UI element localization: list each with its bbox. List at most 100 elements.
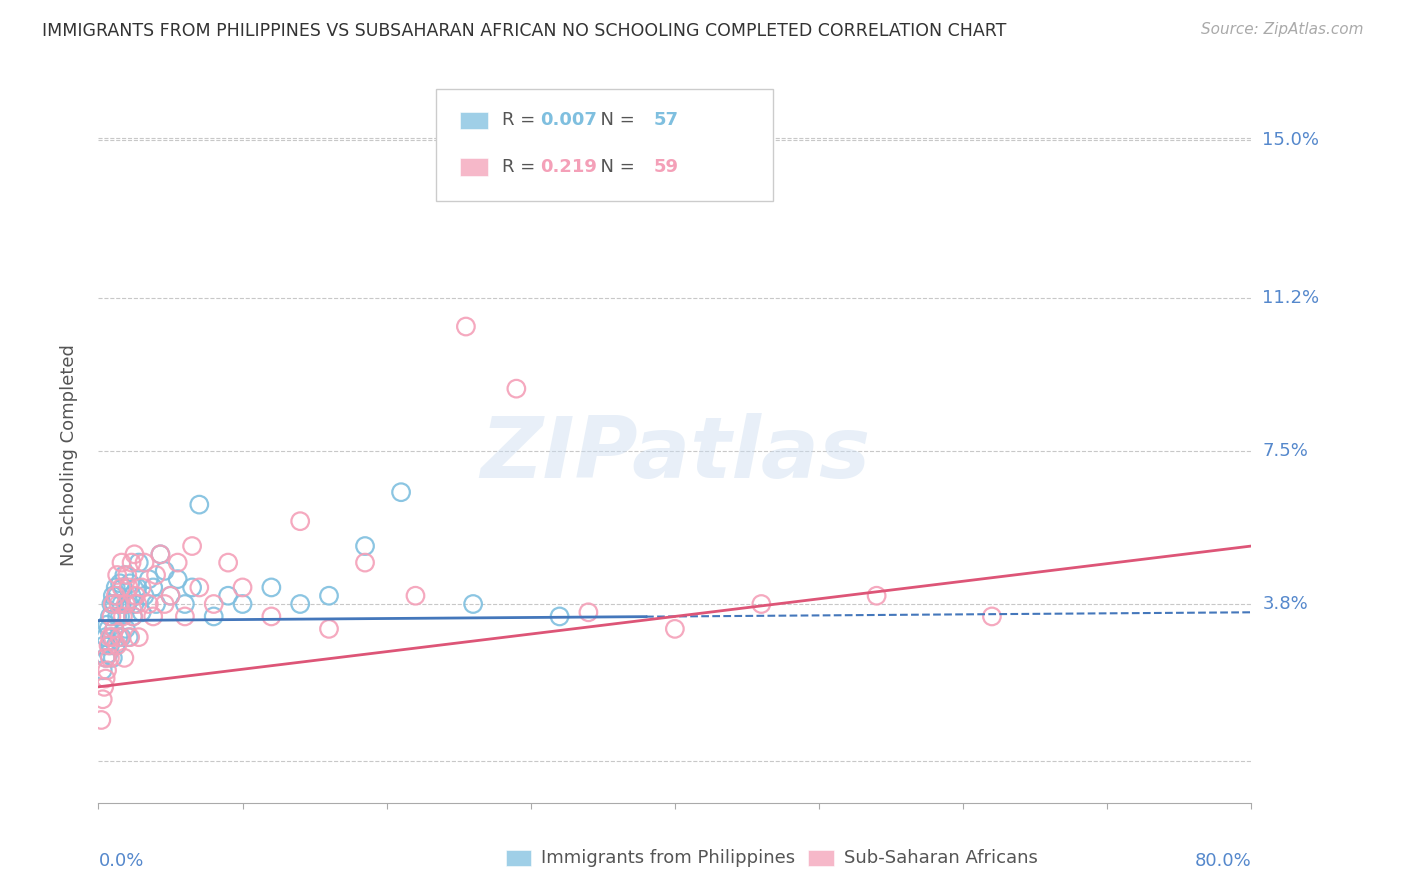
Point [389, 485, 412, 500]
Point [100, 609, 122, 624]
Point [145, 568, 167, 582]
Point [105, 568, 128, 582]
Point [174, 597, 197, 611]
Point [94, 651, 117, 665]
Point [104, 639, 127, 653]
Point [217, 556, 239, 570]
Point [405, 589, 427, 603]
Point [98, 651, 121, 665]
Point [122, 609, 145, 624]
Point [134, 589, 156, 603]
Point [217, 589, 239, 603]
Point [114, 622, 136, 636]
Point [354, 556, 377, 570]
Text: 0.0%: 0.0% [98, 852, 143, 870]
Point [127, 597, 149, 611]
Point [125, 589, 148, 603]
Point [94, 630, 117, 644]
Point [110, 581, 132, 595]
Point [454, 319, 477, 334]
Point [108, 630, 131, 644]
Point [181, 581, 204, 595]
Point [127, 581, 149, 595]
Point [103, 622, 125, 636]
Point [91, 663, 114, 677]
Point [104, 589, 127, 603]
Point [121, 556, 143, 570]
Text: R =: R = [502, 158, 541, 176]
Point [138, 572, 160, 586]
Point [117, 568, 138, 582]
Point [117, 597, 138, 611]
Point [90, 713, 112, 727]
Point [153, 597, 176, 611]
Point [107, 630, 129, 644]
Point [96, 617, 118, 632]
Text: N =: N = [589, 112, 641, 129]
Point [124, 597, 146, 611]
Point [181, 539, 204, 553]
Point [111, 581, 134, 595]
Point [354, 539, 377, 553]
Point [96, 663, 118, 677]
Point [118, 630, 141, 644]
Point [134, 556, 156, 570]
Text: 59: 59 [654, 158, 679, 176]
Text: 57: 57 [654, 112, 679, 129]
Point [578, 605, 600, 619]
Text: Sub-Saharan Africans: Sub-Saharan Africans [844, 849, 1038, 867]
Point [93, 639, 115, 653]
Point [105, 639, 128, 653]
Point [101, 651, 124, 665]
Text: 3.8%: 3.8% [1263, 595, 1308, 613]
Point [108, 609, 131, 624]
Point [124, 547, 146, 561]
Point [664, 622, 686, 636]
Point [105, 589, 128, 603]
Point [110, 556, 132, 570]
Point [142, 581, 165, 595]
Point [110, 630, 132, 644]
Text: 15.0%: 15.0% [1263, 131, 1319, 149]
Point [118, 581, 141, 595]
Text: 0.219: 0.219 [540, 158, 596, 176]
Text: 7.5%: 7.5% [1263, 442, 1309, 459]
Point [93, 680, 115, 694]
Point [202, 609, 225, 624]
Point [112, 651, 135, 665]
Point [97, 639, 120, 653]
Point [111, 609, 134, 624]
Point [153, 564, 176, 578]
Point [981, 609, 1004, 624]
Point [202, 597, 225, 611]
Point [149, 547, 172, 561]
Text: N =: N = [589, 158, 641, 176]
Point [94, 651, 117, 665]
Point [128, 556, 150, 570]
Point [98, 639, 121, 653]
Point [142, 609, 165, 624]
Point [131, 605, 153, 619]
Point [103, 622, 125, 636]
Point [290, 597, 312, 611]
Text: Source: ZipAtlas.com: Source: ZipAtlas.com [1201, 22, 1364, 37]
Text: IMMIGRANTS FROM PHILIPPINES VS SUBSAHARAN AFRICAN NO SCHOOLING COMPLETED CORRELA: IMMIGRANTS FROM PHILIPPINES VS SUBSAHARA… [42, 22, 1007, 40]
Text: R =: R = [502, 112, 541, 129]
Point [107, 597, 129, 611]
Point [98, 630, 121, 644]
Point [98, 609, 121, 624]
Point [145, 597, 167, 611]
Point [188, 498, 211, 512]
Y-axis label: No Schooling Completed: No Schooling Completed [59, 344, 77, 566]
Point [505, 382, 527, 396]
Point [174, 609, 197, 624]
Point [103, 597, 125, 611]
Point [122, 609, 145, 624]
Text: 11.2%: 11.2% [1263, 288, 1320, 307]
Point [318, 589, 340, 603]
Point [121, 589, 143, 603]
Point [94, 672, 117, 686]
Text: 80.0%: 80.0% [1195, 852, 1251, 870]
Point [97, 647, 120, 661]
Point [128, 630, 150, 644]
